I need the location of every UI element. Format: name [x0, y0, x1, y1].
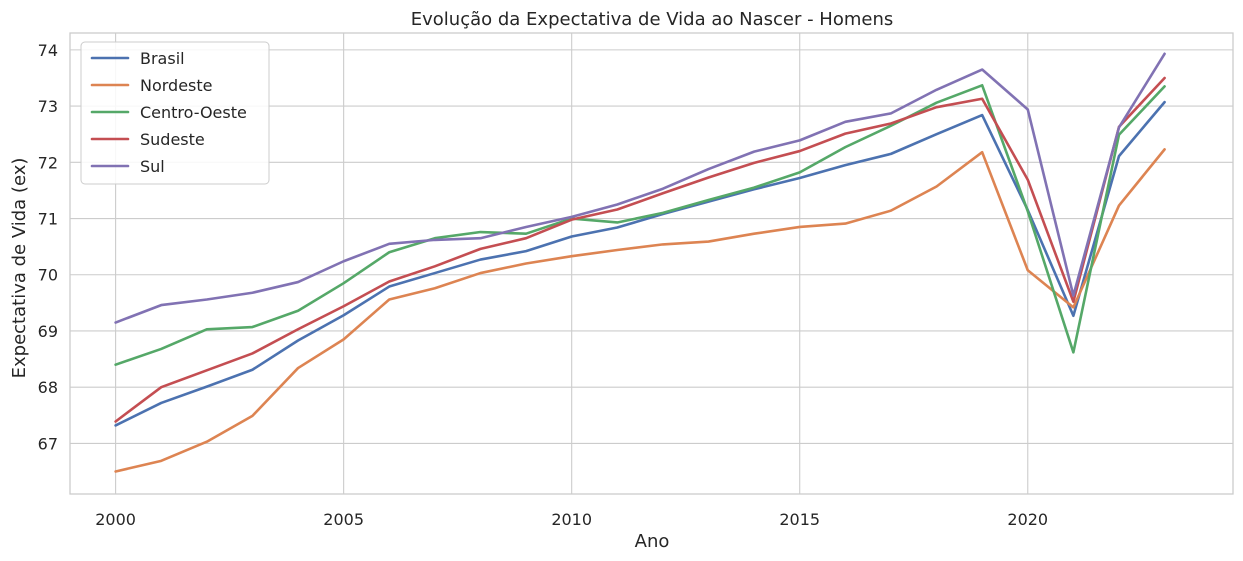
legend-box [80, 41, 270, 185]
chart-title: Evolução da Expectativa de Vida ao Nasce… [411, 9, 893, 30]
legend-label-centro-oeste: Centro-Oeste [140, 103, 247, 122]
y-tick-label: 74 [38, 41, 58, 60]
series-line-sul [114, 52, 1166, 324]
legend-label-sudeste: Sudeste [140, 130, 205, 149]
x-tick-label: 2005 [323, 510, 364, 529]
y-tick-label: 68 [38, 378, 58, 397]
y-tick-label: 71 [38, 210, 58, 229]
series-line-centro-oeste [114, 83, 1166, 367]
legend: Brasil Nordeste Centro-Oeste Sudeste Sul [80, 41, 270, 185]
tick-labels: 2000 2005 2010 2015 2020 67 68 69 70 71 72 73 74 [38, 41, 1048, 529]
x-tick-label: 2020 [1007, 510, 1048, 529]
y-axis-label: Expectativa de Vida (ex) [9, 158, 30, 379]
legend-label-sul: Sul [140, 157, 165, 176]
series-lines [114, 52, 1166, 473]
y-tick-label: 73 [38, 97, 58, 116]
x-tick-label: 2015 [779, 510, 820, 529]
y-tick-label: 69 [38, 322, 58, 341]
plot-area [69, 32, 1234, 495]
x-tick-label: 2010 [551, 510, 592, 529]
series-line-sudeste [114, 76, 1166, 423]
y-tick-label: 67 [38, 434, 58, 453]
legend-label-brasil: Brasil [140, 49, 185, 68]
y-tick-label: 70 [38, 266, 58, 285]
x-tick-label: 2000 [95, 510, 136, 529]
y-tick-label: 72 [38, 153, 58, 172]
series-line-brasil [114, 100, 1166, 427]
x-axis-label: Ano [635, 531, 670, 552]
legend-label-nordeste: Nordeste [140, 76, 213, 95]
series-line-nordeste [114, 148, 1166, 473]
